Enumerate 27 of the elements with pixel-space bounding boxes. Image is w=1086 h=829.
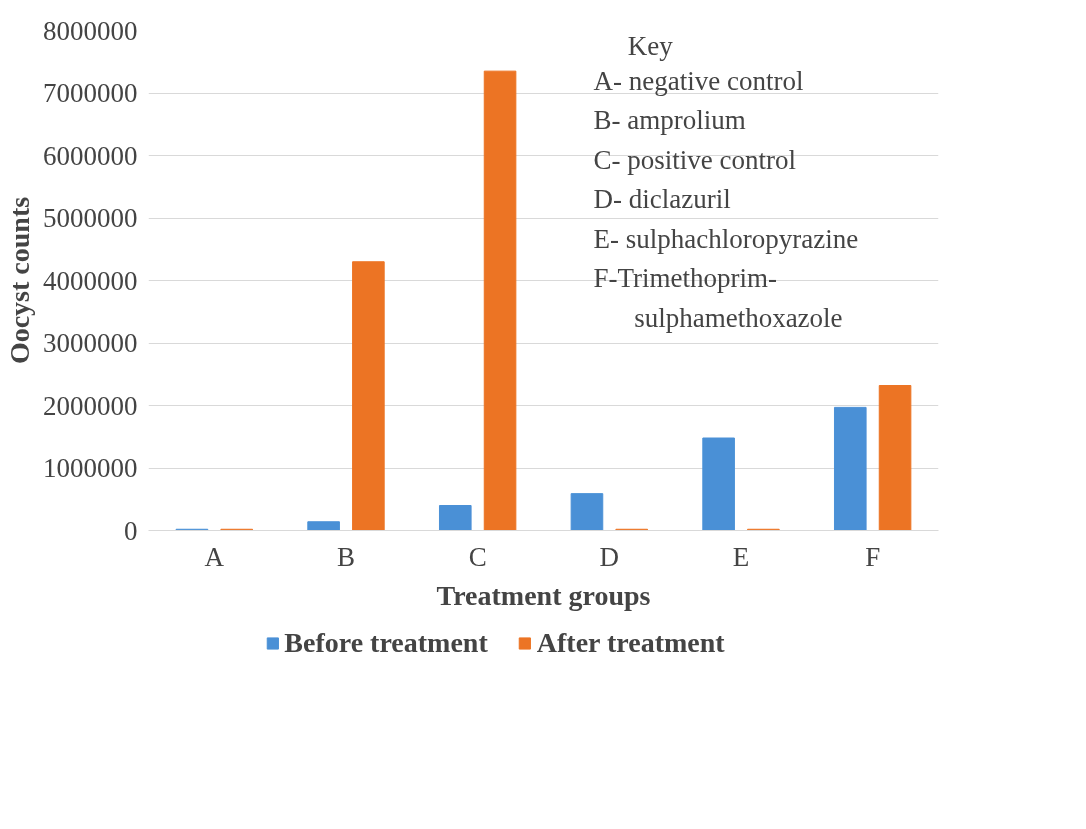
y-tick-label: 8000000: [43, 15, 138, 46]
annotation: A- negative control: [593, 65, 804, 96]
legend-label: Before treatment: [284, 627, 488, 659]
x-tick-label: D: [599, 541, 620, 572]
annotation: C- positive control: [593, 144, 797, 175]
annotation: E- sulphachloropyrazine: [593, 223, 859, 254]
x-tick-label: E: [732, 541, 750, 572]
annotation: Key: [627, 30, 674, 61]
x-tick-label: B: [337, 541, 356, 572]
legend-label: After treatment: [536, 627, 725, 659]
y-tick-label: 1000000: [43, 453, 138, 483]
y-tick-label: 3000000: [43, 328, 138, 358]
annotation: D- diclazuril: [593, 184, 731, 214]
x-tick-label: F: [865, 541, 881, 572]
y-tick-label: 6000000: [43, 140, 138, 171]
annotation: F-Trimethoprim-: [593, 263, 778, 293]
x-tick-label: C: [468, 541, 487, 572]
y-tick-label: 5000000: [43, 203, 138, 233]
annotation: B- amprolium: [593, 105, 746, 135]
x-tick-label: A: [204, 541, 225, 572]
y-tick-label: 2000000: [43, 390, 138, 421]
y-axis-title: Oocyst counts: [4, 196, 35, 365]
y-tick-label: 0: [124, 515, 138, 546]
y-tick-label: 7000000: [43, 78, 138, 108]
annotation: sulphamethoxazole: [634, 302, 843, 333]
x-axis-title: Treatment groups: [436, 579, 651, 611]
y-tick-label: 4000000: [43, 265, 138, 296]
